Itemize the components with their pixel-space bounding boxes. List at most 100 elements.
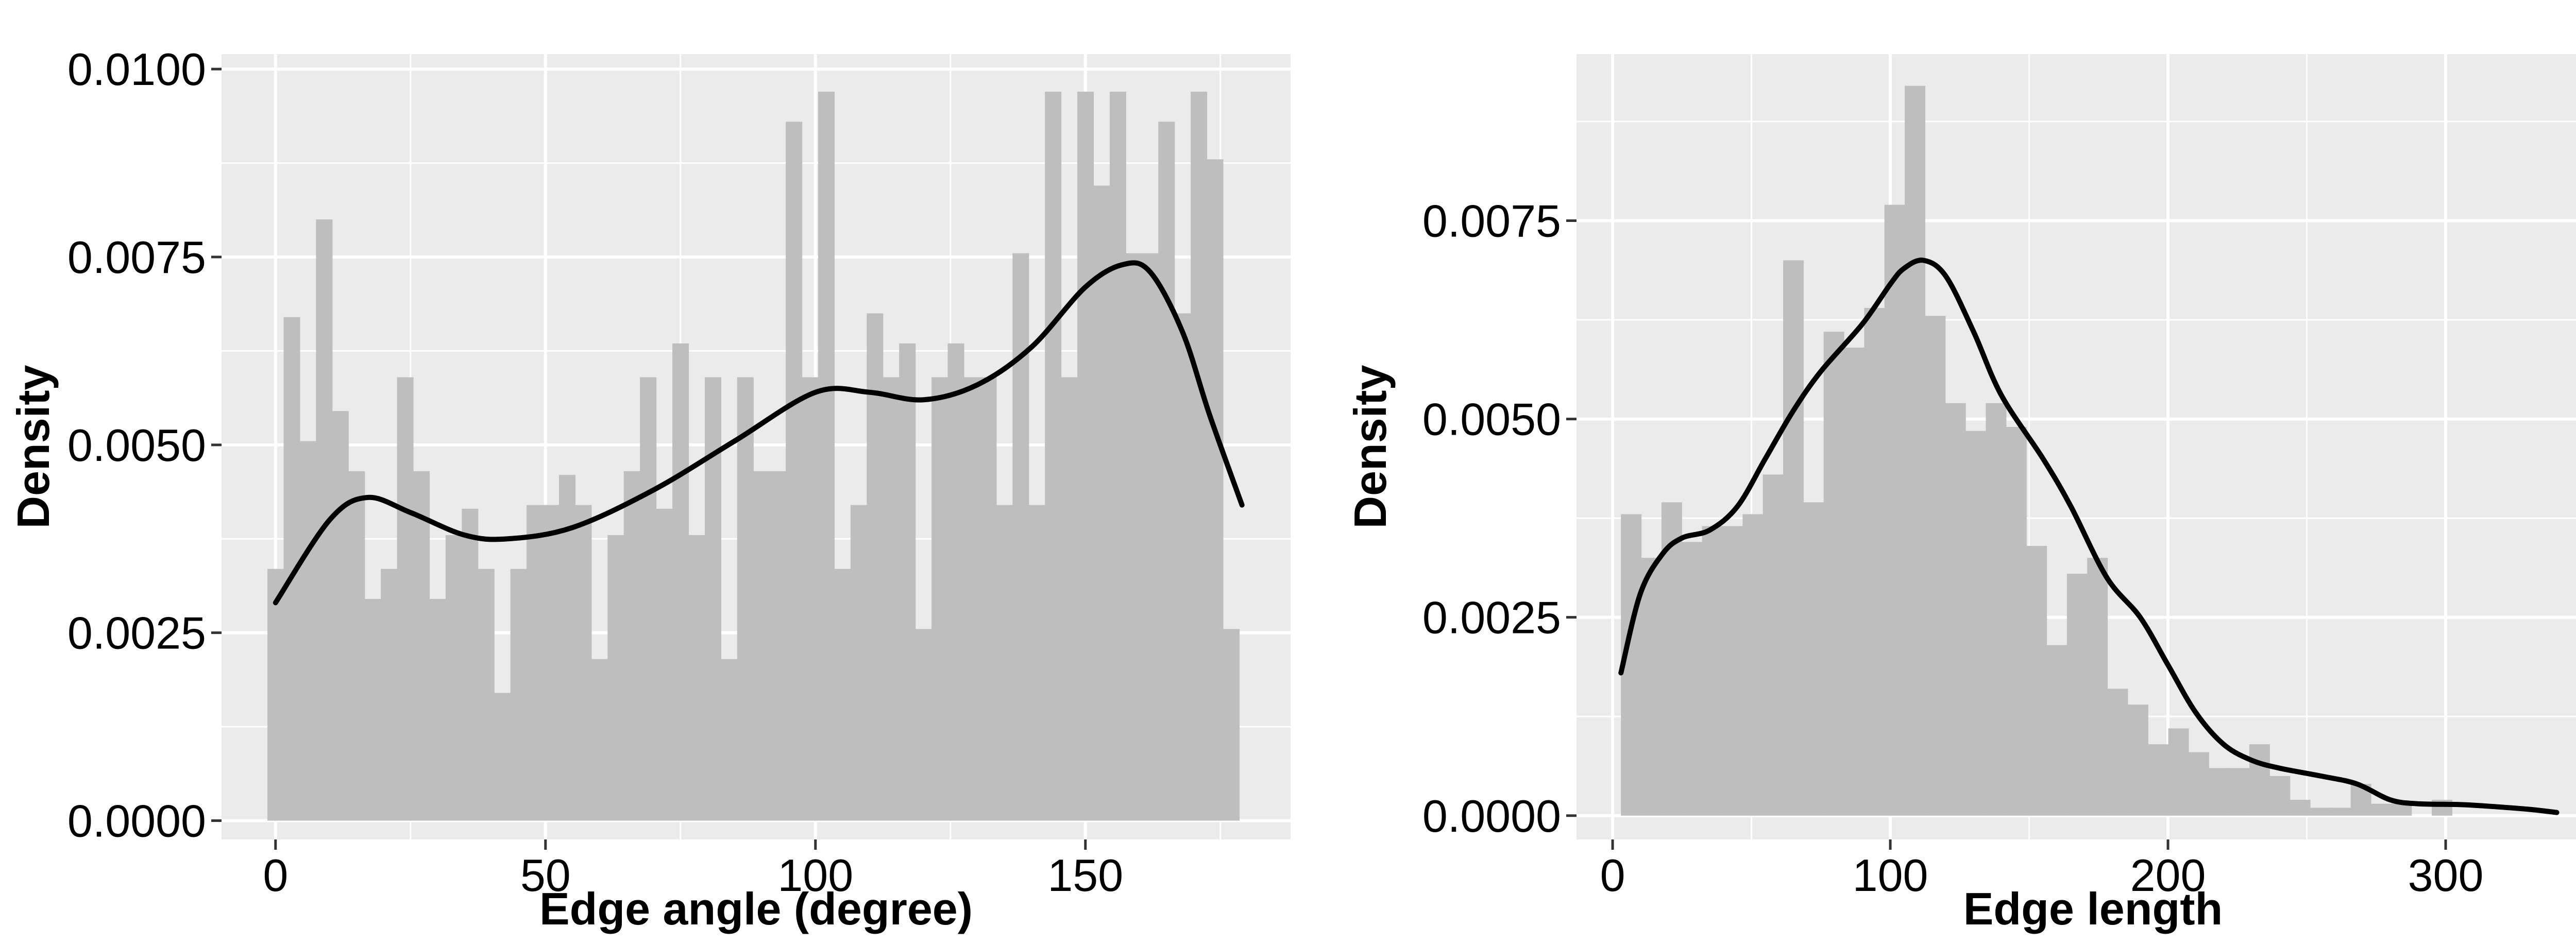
edge-length-x-tick-label: 300 (2408, 850, 2484, 901)
edge-angle-x-tick-label: 100 (777, 850, 853, 901)
edge-angle-histogram-bar (1077, 91, 1094, 821)
edge-length-histogram-bar (1864, 307, 1885, 816)
edge-length-y-tick-label: 0.0050 (1422, 394, 1561, 445)
edge-angle-x-tick-label: 0 (263, 850, 288, 901)
edge-angle-histogram-bar (980, 377, 997, 821)
edge-angle-histogram-bar (623, 471, 640, 821)
edge-angle-x-tick-label: 150 (1047, 850, 1123, 901)
edge-length-density-curve (1618, 258, 2560, 815)
edge-angle-histogram-bar (899, 343, 916, 821)
edge-angle-histogram-bar (527, 505, 544, 821)
edge-angle-histogram-bar (510, 569, 527, 821)
edge-length-x-tick-label: 100 (1853, 850, 1928, 901)
edge-length-histogram-bar (1641, 558, 1662, 816)
edge-angle-density-line (273, 260, 1245, 606)
edge-length-histogram-bar (2168, 728, 2189, 816)
edge-angle-histogram-bar (786, 122, 803, 821)
edge-angle-histogram-bar (267, 569, 284, 821)
edge-angle-histogram-bar (1142, 253, 1159, 821)
edge-angle-histogram-bar (1028, 505, 1045, 821)
edge-angle-histogram-bar (543, 505, 560, 821)
edge-length-x-tick-label: 200 (2130, 850, 2206, 901)
edge-length-histogram-bar (2148, 744, 2169, 816)
edge-length-histogram-bar (2046, 645, 2067, 816)
edge-length-histogram-bar (1783, 260, 1804, 816)
edge-angle-histogram-bar (721, 659, 738, 821)
edge-length-x-tick-label: 0 (1600, 850, 1625, 901)
edge-angle-axes: 0.0000 0.0025 0.0050 0.0075 0.0100 0 50 100 150 (67, 44, 1123, 901)
edge-angle-histogram-bar (656, 508, 673, 821)
edge-length-histogram-bar (1844, 347, 1865, 816)
edge-angle-histogram-bar (688, 535, 705, 821)
edge-length-y-tick-label: 0.0000 (1422, 791, 1561, 842)
edge-angle-x-axis-title: Edge angle (degree) (539, 883, 973, 934)
edge-angle-histogram-bar (867, 313, 884, 821)
edge-angle-histogram-bar (429, 599, 446, 821)
edge-angle-histogram-bar (1045, 91, 1062, 821)
edge-length-y-tick-label: 0.0025 (1422, 592, 1561, 643)
edge-angle-histogram-bar (575, 505, 592, 821)
edge-length-histogram-bar (2127, 705, 2148, 816)
edge-length-histogram-bar (2290, 799, 2311, 816)
edge-angle-histogram-bar (1012, 253, 1029, 821)
edge-angle-histogram-bar (818, 91, 835, 821)
edge-angle-y-axis-title: Density (8, 365, 59, 529)
edge-angle-y-tick-label: 0.0100 (67, 44, 206, 95)
edge-length-y-axis-title: Density (1345, 365, 1396, 529)
edge-length-y-tick-label: 0.0075 (1422, 195, 1561, 246)
edge-length-histogram-bar (2391, 803, 2412, 816)
edge-angle-histogram-bar (494, 693, 511, 821)
edge-angle-x-tick-label: 50 (520, 850, 571, 901)
edge-length-histogram-bar (2249, 744, 2270, 816)
edge-angle-histogram-bar (1174, 313, 1191, 821)
edge-length-histogram-bar (2330, 808, 2351, 816)
edge-angle-histogram-bar (1207, 159, 1224, 821)
edge-angle-histogram-bar (996, 505, 1013, 821)
edge-length-histogram-bar (2269, 776, 2291, 816)
edge-length-x-axis-title: Edge length (1963, 883, 2223, 934)
edge-length-histogram-bar (2107, 689, 2128, 816)
edge-angle-histogram-bar (850, 505, 867, 821)
edge-length-histogram-bar (1905, 85, 1926, 816)
edge-angle-histogram-bar (445, 535, 462, 821)
edge-angle-histogram-bar (591, 659, 608, 821)
edge-length-histogram-bar (1965, 431, 1987, 816)
edge-angle-histogram-bar (332, 411, 349, 821)
edge-angle-y-tick-label: 0.0075 (67, 232, 206, 283)
edge-length-histogram-bar (1742, 514, 1764, 816)
edge-length-chart: 0.0000 0.0025 0.0050 0.0075 0 100 200 300 Edge … (1345, 54, 2576, 934)
edge-length-histogram-bar (1823, 332, 1844, 816)
edge-angle-histogram-bar (1126, 253, 1143, 821)
edge-angle-histogram-bar (672, 343, 689, 821)
edge-length-histogram-bar (1762, 474, 1784, 816)
edge-length-histogram-bar (1986, 403, 2007, 816)
edge-length-histogram-bar (2066, 573, 2088, 816)
edge-angle-y-tick-label: 0.0025 (67, 608, 206, 659)
edge-angle-histogram-bar (413, 471, 430, 821)
edge-length-histogram-bar (2188, 752, 2209, 816)
edge-angle-histogram-bar (834, 569, 851, 821)
edge-angle-histogram-bar (348, 471, 365, 821)
edge-length-axes: 0.0000 0.0025 0.0050 0.0075 0 100 200 300 (1422, 195, 2484, 901)
edge-angle-histogram-bar (607, 535, 624, 821)
edge-length-histogram-bar (2087, 558, 2108, 816)
edge-angle-histogram-bar (1061, 377, 1078, 821)
edge-angle-histogram-bar (915, 629, 932, 821)
edge-angle-histogram-bar (1191, 91, 1208, 821)
edge-length-histogram-bar (1884, 204, 1905, 816)
edge-length-histogram-bar (2371, 803, 2392, 816)
edge-angle-histogram-bar (381, 569, 398, 821)
edge-angle-histogram-bar (397, 377, 414, 821)
edge-angle-histogram-bar (1109, 91, 1126, 821)
edge-angle-histogram-bar (478, 569, 495, 821)
edge-length-histogram-bar (2006, 426, 2027, 816)
edge-length-histogram-bar (2310, 808, 2331, 816)
edge-angle-y-tick-label: 0.0000 (67, 796, 206, 847)
edge-length-histogram-bar (2026, 546, 2047, 816)
edge-angle-histogram-bar (883, 377, 900, 821)
edge-angle-histogram-bar (364, 599, 381, 821)
edge-angle-histogram-bar (769, 471, 786, 821)
edge-angle-density-curve (273, 260, 1245, 606)
edge-angle-histogram-bar (753, 471, 770, 821)
